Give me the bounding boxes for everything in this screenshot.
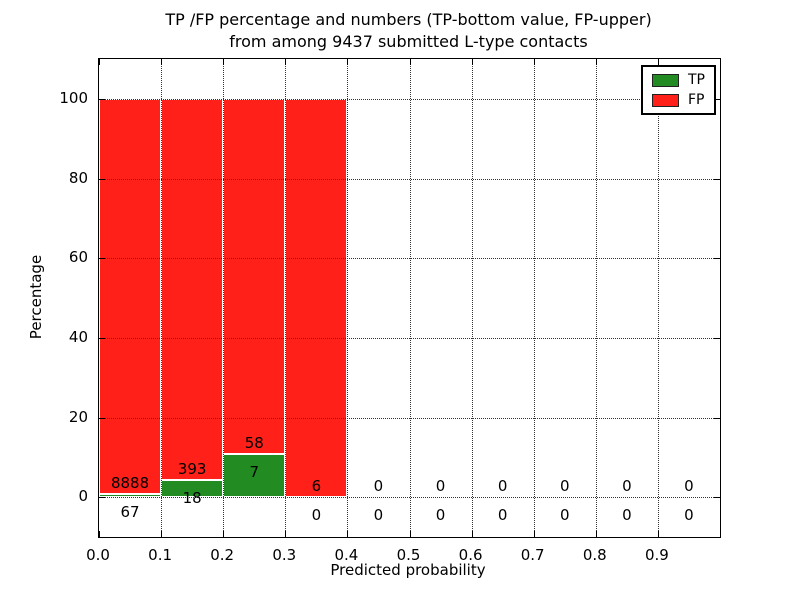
x-tick-label: 0.4: [334, 546, 359, 564]
y-axis-title: Percentage: [27, 254, 45, 340]
fp-count-label: 58: [244, 434, 264, 453]
y-tick-mark: [714, 337, 720, 339]
y-tick-mark: [714, 258, 720, 260]
fp-count-label: 0: [373, 477, 384, 496]
y-tick-mark: [99, 98, 105, 100]
x-tick-mark: [99, 531, 100, 537]
y-tick-label: 60: [68, 248, 88, 267]
fp-bar-segment: [161, 98, 224, 480]
x-tick-label: 0.7: [520, 546, 545, 564]
fp-legend-swatch: [652, 93, 679, 107]
x-tick-mark: [285, 531, 287, 537]
tp-count-label: 67: [120, 503, 140, 522]
x-tick-mark: [595, 59, 597, 65]
fp-count-label: 0: [559, 477, 570, 496]
x-tick-label: 0.0: [86, 546, 110, 564]
tp-count-label: 7: [249, 463, 259, 482]
fp-bar-segment: [223, 98, 286, 455]
plot-area: TP FP 8888 67 393 18 58 7 6 0 0 0 0 0 0 0 0 0 0 0 0 0: [98, 58, 721, 538]
x-tick-label: 0.9: [644, 546, 669, 564]
y-tick-mark: [99, 497, 105, 499]
grid-line-x: [285, 59, 287, 537]
grid-line-x: [657, 59, 659, 537]
x-tick-mark: [533, 59, 535, 65]
y-tick-label: 0: [78, 487, 88, 506]
fp-count-label: 6: [311, 477, 322, 496]
grid-line-x: [595, 59, 597, 537]
fp-count-label: 0: [684, 477, 694, 496]
fp-count-label: 0: [435, 477, 446, 496]
x-tick-mark: [161, 59, 163, 65]
y-tick-mark: [99, 337, 105, 339]
legend-item-fp: FP: [652, 93, 705, 107]
x-tick-mark: [99, 59, 100, 65]
x-tick-mark: [223, 531, 225, 537]
x-tick-mark: [657, 59, 659, 65]
legend: TP FP: [641, 65, 716, 115]
x-tick-label: 0.8: [582, 546, 607, 564]
x-tick-label: 0.1: [148, 546, 173, 564]
x-tick-mark: [471, 59, 473, 65]
tp-count-label: 18: [182, 488, 202, 507]
y-tick-mark: [714, 178, 720, 180]
x-tick-mark: [285, 59, 287, 65]
fp-count-label: 0: [622, 477, 632, 496]
tp-count-label: 0: [311, 506, 322, 525]
x-axis-title: Predicted probability: [330, 561, 486, 579]
tp-legend-label: TP: [688, 72, 705, 88]
x-tick-mark: [533, 531, 535, 537]
x-tick-label: 0.5: [396, 546, 421, 564]
x-tick-mark: [409, 531, 411, 537]
x-tick-mark: [347, 59, 349, 65]
y-tick-mark: [99, 258, 105, 260]
y-tick-label: 40: [68, 327, 88, 346]
grid-line-x: [161, 59, 163, 537]
y-tick-mark: [714, 417, 720, 419]
x-tick-mark: [161, 531, 163, 537]
grid-line-x: [533, 59, 535, 537]
tp-count-label: 0: [622, 506, 632, 525]
x-tick-mark: [471, 531, 473, 537]
tp-count-label: 0: [497, 506, 508, 525]
tp-bar-segment: [99, 494, 162, 498]
tp-count-label: 0: [559, 506, 570, 525]
grid-line-x: [223, 59, 225, 537]
grid-line-x: [409, 59, 411, 537]
chart-title: TP /FP percentage and numbers (TP-bottom…: [98, 9, 719, 53]
y-tick-label: 20: [68, 407, 88, 426]
grid-line-x: [471, 59, 473, 537]
x-tick-mark: [347, 531, 349, 537]
x-tick-label: 0.3: [272, 546, 297, 564]
x-tick-mark: [223, 59, 225, 65]
tp-legend-swatch: [652, 73, 679, 87]
fp-legend-label: FP: [688, 92, 705, 108]
y-tick-mark: [99, 417, 105, 419]
y-tick-mark: [99, 178, 105, 180]
fp-bar-segment: [285, 98, 348, 498]
x-tick-mark: [409, 59, 411, 65]
x-tick-mark: [595, 531, 597, 537]
chart-title-line2: from among 9437 submitted L-type contact…: [229, 32, 588, 51]
x-tick-mark: [657, 531, 659, 537]
y-tick-label: 80: [68, 168, 88, 187]
y-tick-label: 100: [59, 88, 88, 107]
x-tick-label: 0.6: [458, 546, 483, 564]
fp-bar-segment: [99, 98, 162, 495]
x-tick-label: 0.2: [210, 546, 235, 564]
tp-count-label: 0: [435, 506, 446, 525]
legend-item-tp: TP: [652, 73, 705, 87]
chart-title-line1: TP /FP percentage and numbers (TP-bottom…: [165, 10, 652, 29]
fp-count-label: 8888: [110, 474, 150, 493]
grid-line-x: [347, 59, 349, 537]
fp-count-label: 0: [497, 477, 508, 496]
y-tick-mark: [714, 98, 720, 100]
y-tick-mark: [714, 497, 720, 499]
tp-count-label: 0: [373, 506, 384, 525]
tp-bar-segment: [223, 454, 286, 498]
fp-count-label: 393: [177, 459, 207, 478]
tp-count-label: 0: [684, 506, 694, 525]
